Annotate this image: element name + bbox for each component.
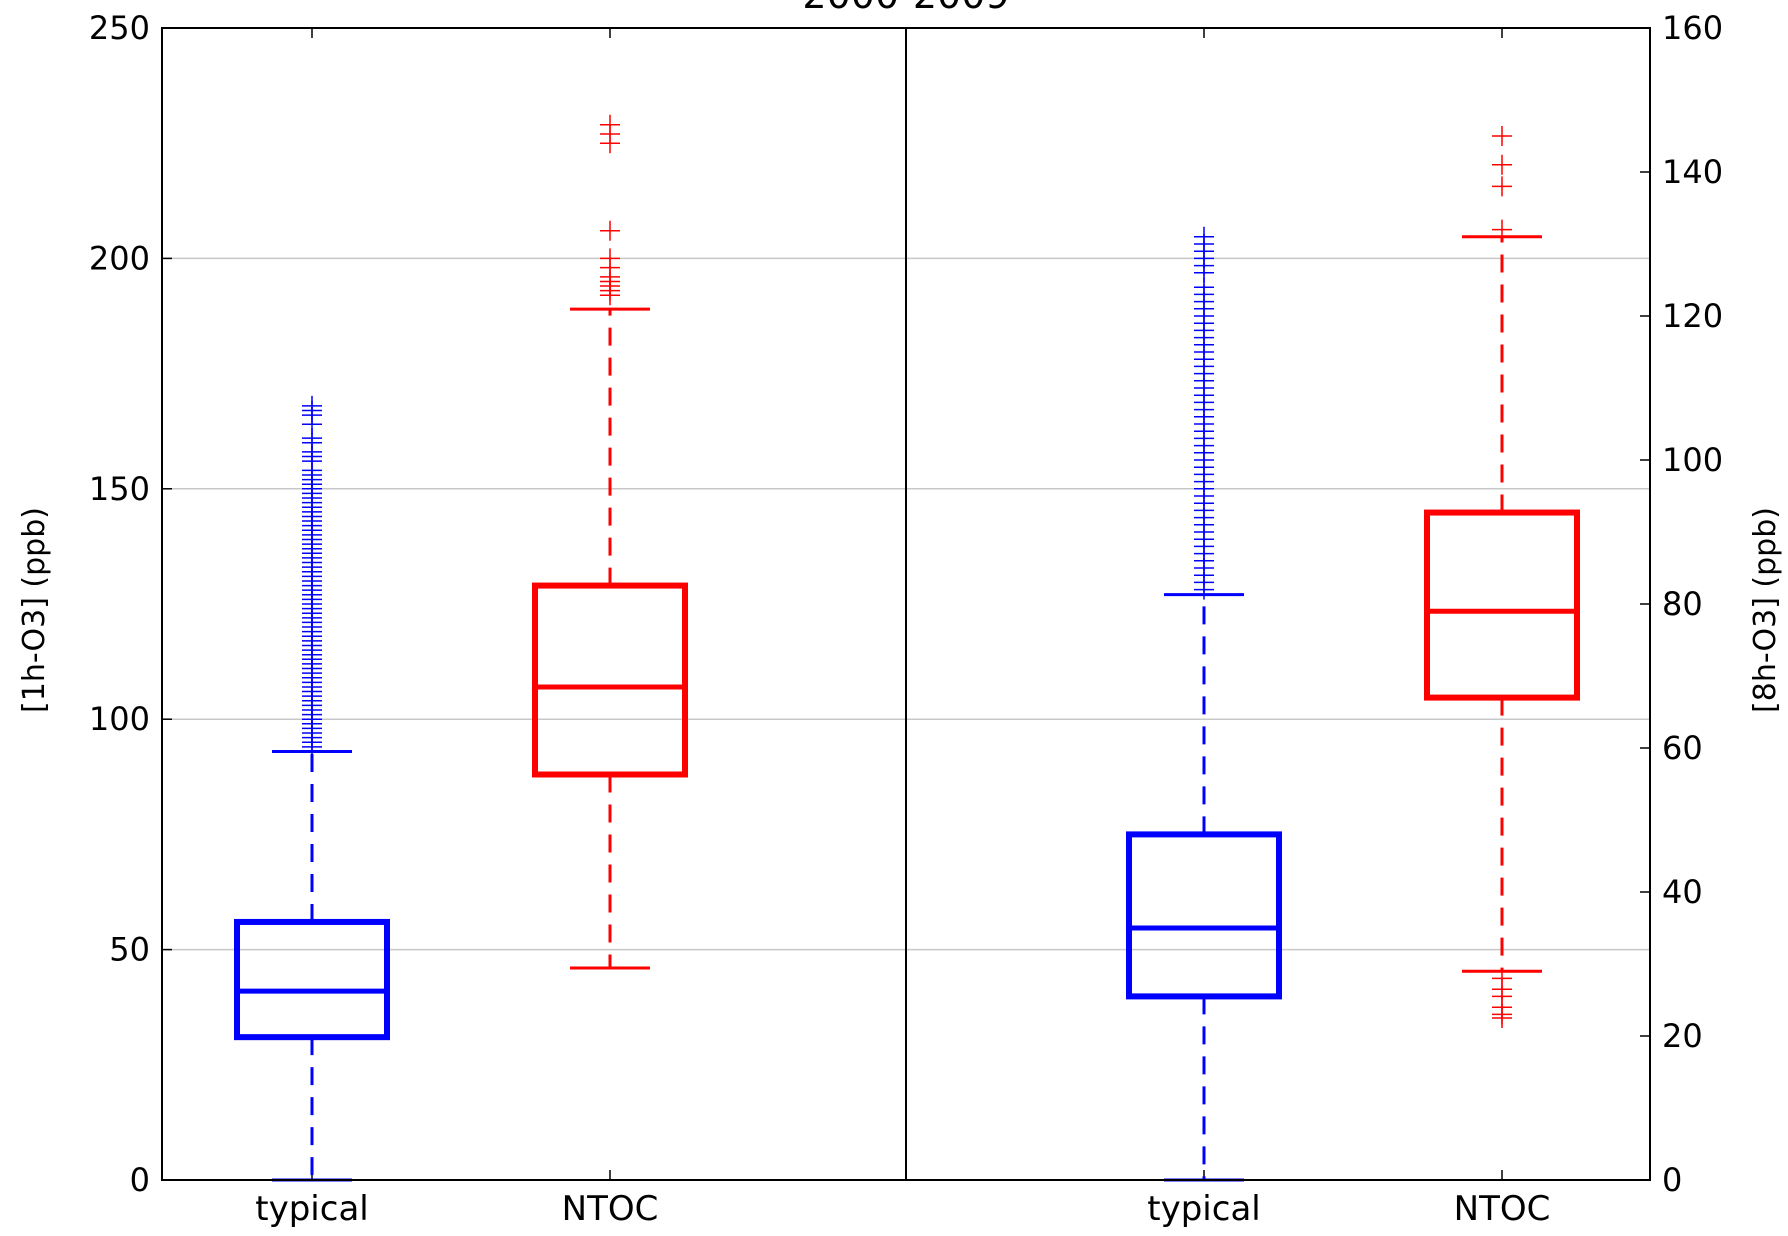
- outlier-point: [1492, 968, 1512, 989]
- y-tick-label-left: 0: [130, 1161, 150, 1199]
- y-tick-label-right: 160: [1662, 9, 1723, 47]
- y-tick-label-right: 100: [1662, 441, 1723, 479]
- outlier-point: [600, 220, 620, 241]
- plot-frame: [161, 27, 1651, 1181]
- box-iqr: [532, 582, 688, 778]
- y-tick-label-right: 140: [1662, 153, 1723, 191]
- x-tick-label: NTOC: [562, 1189, 659, 1229]
- x-tick-label: typical: [255, 1189, 368, 1229]
- y-tick-label-right: 0: [1662, 1161, 1682, 1199]
- outlier-point: [302, 395, 322, 416]
- x-tick-label: NTOC: [1454, 1189, 1551, 1229]
- y-axis-label-left: [1h-O3] (ppb): [17, 507, 52, 713]
- y-tick-label-right: 60: [1662, 729, 1703, 767]
- y-tick-label-left: 50: [109, 931, 150, 969]
- y-tick-label-left: 250: [89, 9, 150, 47]
- outlier-point: [600, 114, 620, 135]
- box-iqr: [234, 918, 390, 1041]
- outlier-point: [1492, 126, 1512, 146]
- box-iqr: [1126, 831, 1282, 1000]
- y-tick-label-left: 100: [89, 700, 150, 738]
- box-iqr: [1424, 509, 1580, 701]
- outlier-point: [1492, 219, 1512, 240]
- y-axis-label-right: [8h-O3] (ppb): [1748, 507, 1783, 713]
- y-tick-label-right: 40: [1662, 873, 1703, 911]
- y-tick-label-left: 200: [89, 239, 150, 277]
- y-tick-label-left: 150: [89, 470, 150, 508]
- y-tick-label-right: 20: [1662, 1017, 1703, 1055]
- x-tick-label: typical: [1147, 1189, 1260, 1229]
- chart-title: 2000-2009: [802, 0, 1009, 17]
- outlier-point: [600, 248, 620, 269]
- outlier-point: [1492, 176, 1512, 197]
- outlier-point: [1492, 154, 1512, 175]
- y-tick-label-right: 80: [1662, 585, 1703, 623]
- y-tick-label-right: 120: [1662, 297, 1723, 335]
- outlier-point: [1194, 226, 1214, 247]
